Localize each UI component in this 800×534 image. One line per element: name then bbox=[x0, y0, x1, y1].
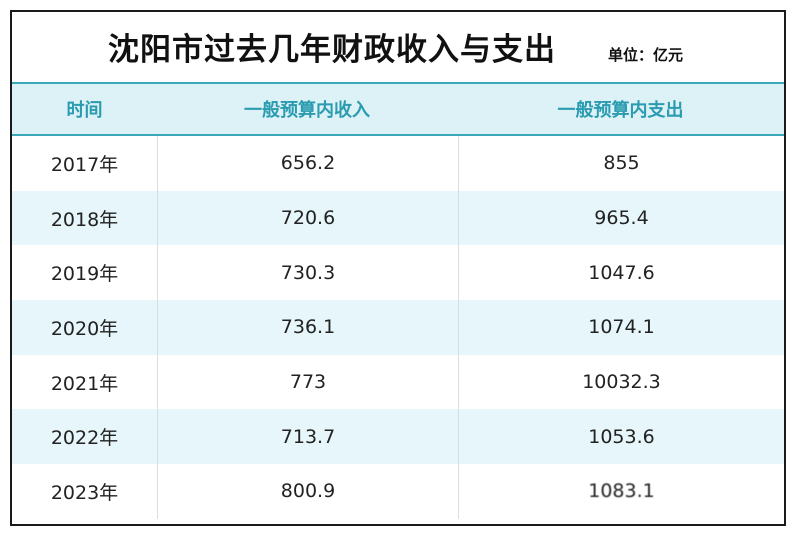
title-bar: 沈阳市过去几年财政收入与支出 单位：亿元 bbox=[12, 12, 784, 82]
cell-income: 656.2 bbox=[158, 136, 459, 191]
cell-income: 713.7 bbox=[158, 409, 459, 465]
table-row: 2017年 656.2 855 bbox=[12, 136, 784, 191]
cell-year: 2019年 bbox=[12, 245, 158, 301]
cell-income: 800.9 bbox=[158, 464, 459, 519]
table-body: 2017年 656.2 855 2018年 720.6 965.4 2019年 … bbox=[12, 136, 784, 519]
cell-income: 720.6 bbox=[158, 190, 459, 246]
cell-year: 2017年 bbox=[12, 136, 158, 191]
cell-income: 736.1 bbox=[158, 300, 459, 355]
header-income: 一般预算内收入 bbox=[244, 100, 370, 121]
table-frame: 沈阳市过去几年财政收入与支出 单位：亿元 时间 一般预算内收入 一般预算内支出 … bbox=[10, 10, 786, 526]
table-header: 时间 一般预算内收入 一般预算内支出 bbox=[12, 82, 784, 136]
cell-expense: 855 bbox=[603, 152, 640, 175]
cell-year: 2022年 bbox=[12, 409, 158, 465]
unit-label: 单位：亿元 bbox=[608, 46, 684, 64]
cell-year: 2018年 bbox=[12, 190, 158, 246]
table-row: 2019年 730.3 1047.6 bbox=[12, 245, 784, 301]
cell-expense: 965.4 bbox=[594, 207, 649, 230]
table-row: 2020年 736.1 1074.1 bbox=[12, 300, 784, 355]
cell-income: 730.3 bbox=[158, 245, 459, 301]
cell-expense: 1047.6 bbox=[588, 261, 655, 284]
header-expense: 一般预算内支出 bbox=[557, 100, 684, 121]
cell-income: 773 bbox=[158, 354, 459, 410]
header-year: 时间 bbox=[66, 100, 103, 121]
cell-year: 2020年 bbox=[12, 300, 158, 355]
page-title: 沈阳市过去几年财政收入与支出 bbox=[108, 32, 556, 68]
cell-year: 2021年 bbox=[12, 354, 158, 410]
cell-expense: 1074.1 bbox=[588, 316, 655, 339]
table-row: 2022年 713.7 1053.6 bbox=[12, 409, 784, 465]
cell-expense: 1083.1 bbox=[588, 480, 655, 503]
table-row: 2023年 800.9 1083.1 bbox=[12, 464, 784, 519]
cell-year: 2023年 bbox=[12, 464, 158, 519]
table-row: 2018年 720.6 965.4 bbox=[12, 190, 784, 246]
table-row: 2021年 773 10032.3 bbox=[12, 354, 784, 410]
cell-expense: 10032.3 bbox=[582, 371, 661, 394]
cell-expense: 1053.6 bbox=[588, 425, 655, 448]
